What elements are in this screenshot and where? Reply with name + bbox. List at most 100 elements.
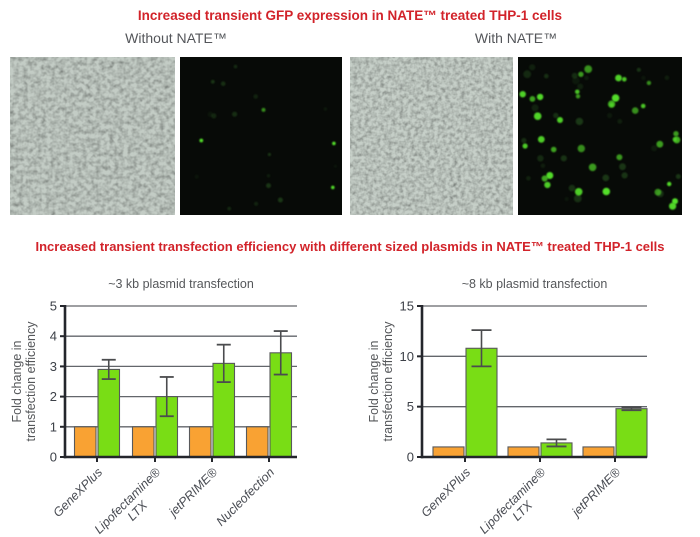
gfp-cell-dot <box>568 184 576 192</box>
gfp-cell-dot <box>654 188 662 196</box>
gfp-cell-dot <box>564 196 569 202</box>
category-label: Lipofectamine® <box>477 465 549 537</box>
gfp-cell-dot <box>521 137 527 144</box>
gfp-cell-dot <box>577 144 585 153</box>
category-label: jetPRIME® <box>165 465 221 521</box>
gfp-cell-dot <box>574 188 583 196</box>
transfection-section-title: Increased transient transfection efficie… <box>35 239 665 254</box>
bar-control <box>245 426 269 458</box>
gfp-cell-dot <box>546 172 554 179</box>
gfp-section-title: Increased transient GFP expression in NA… <box>137 8 563 23</box>
group-label-without-nate: Without NATE™ <box>125 30 227 46</box>
gfp-cell-dot <box>277 197 283 203</box>
gfp-cell-dot <box>537 136 545 143</box>
category-label: jetPRIME® <box>568 465 624 521</box>
gfp-cell-dot <box>572 76 580 85</box>
gfp-cell-dot <box>544 181 551 189</box>
y-tick-label: 1 <box>50 419 57 434</box>
gfp-cell-dot <box>607 112 613 119</box>
bar-nate-treated <box>97 368 121 458</box>
fluorescence-background <box>518 57 682 215</box>
y-tick-label: 2 <box>50 389 57 404</box>
gfp-cell-dot <box>631 107 639 114</box>
gfp-cell-dot <box>253 94 258 99</box>
gfp-cell-dot <box>651 145 658 152</box>
gfp-cell-dot <box>615 74 622 82</box>
chart-title: ~3 kb plasmid transfection <box>108 277 254 291</box>
brightfield-image-without-nate <box>10 57 175 215</box>
y-axis-label: Fold change intransfection efficiency <box>10 321 38 442</box>
gfp-cell-dot <box>227 206 232 211</box>
gfp-cell-dot <box>540 163 546 169</box>
gfp-cell-dot <box>536 93 544 101</box>
gfp-cell-dot <box>526 176 531 181</box>
gfp-cell-dot <box>254 201 259 206</box>
gfp-fluorescence-image-with-nate <box>518 57 682 215</box>
chart-8kb-plasmid: ~8 kb plasmid transfection Fold change in… <box>367 277 648 537</box>
gfp-cell-dot <box>323 107 328 111</box>
gfp-cell-dot <box>573 194 582 203</box>
bar-control <box>73 426 97 458</box>
gfp-cell-dot <box>664 75 670 80</box>
gfp-cell-dot <box>636 67 641 72</box>
category-label: GeneXPlus <box>419 465 474 520</box>
y-axis-label: Fold change intransfection efficiency <box>367 321 395 442</box>
gfp-cell-dot <box>331 185 335 190</box>
y-tick-label: 0 <box>407 450 414 465</box>
bar-nate-treated <box>615 408 648 458</box>
bar-control <box>432 446 465 458</box>
gfp-cell-dot <box>646 80 652 86</box>
brightfield-image-with-nate <box>350 57 513 215</box>
gfp-cell-dot <box>602 174 610 182</box>
gfp-cell-dot <box>207 111 213 117</box>
gfp-cell-dot <box>575 117 584 126</box>
gfp-cell-dot <box>560 155 567 162</box>
chart-3kb-plasmid: ~3 kb plasmid transfection Fold change in… <box>10 277 297 537</box>
gfp-cell-dot <box>233 64 238 69</box>
gfp-cell-dot <box>557 117 563 123</box>
y-tick-label: 5 <box>407 399 414 414</box>
y-tick-label: 15 <box>400 299 414 314</box>
gfp-cell-dot <box>619 163 626 171</box>
gfp-cell-dot <box>553 112 559 119</box>
gfp-cell-dot <box>541 175 548 182</box>
bar-control <box>131 426 155 458</box>
gfp-cell-dot <box>220 81 226 86</box>
gfp-cell-dot <box>544 73 549 79</box>
gfp-cell-dot <box>577 83 584 90</box>
gfp-cell-dot <box>667 181 672 187</box>
gfp-cell-dot <box>523 70 532 79</box>
cell-texture <box>10 57 175 215</box>
gfp-cell-dot <box>267 152 271 157</box>
gfp-cell-dot <box>617 119 623 124</box>
gfp-cell-dot <box>266 174 271 178</box>
gfp-cell-dot <box>232 111 238 117</box>
gfp-cell-dot <box>575 94 581 99</box>
gfp-cell-dot <box>609 102 614 107</box>
gfp-cell-dot <box>333 164 337 168</box>
gfp-cell-dot <box>672 137 677 142</box>
gfp-cell-dot <box>531 104 539 112</box>
gfp-cell-dot <box>332 141 336 146</box>
gfp-cell-dot <box>656 140 664 148</box>
gfp-cell-dot <box>210 79 215 84</box>
gfp-cell-dot <box>675 174 681 179</box>
gfp-fluorescence-image-without-nate <box>180 57 342 215</box>
gfp-cell-dot <box>550 146 557 153</box>
gfp-cell-dot <box>584 75 589 81</box>
y-tick-label: 3 <box>50 359 57 374</box>
gfp-cell-dot <box>622 77 627 82</box>
gfp-cell-dot <box>602 187 611 196</box>
bar-control <box>507 446 540 458</box>
gfp-cell-dot <box>533 112 542 120</box>
chart-title: ~8 kb plasmid transfection <box>462 277 608 291</box>
gfp-cell-dot <box>199 138 204 143</box>
gfp-cell-dot <box>673 131 679 137</box>
y-tick-label: 0 <box>50 450 57 465</box>
bar-control <box>188 426 212 458</box>
gfp-cell-dot <box>588 163 597 172</box>
y-tick-label: 5 <box>50 299 57 314</box>
y-tick-label: 10 <box>400 349 414 364</box>
gfp-cell-dot <box>575 89 580 95</box>
